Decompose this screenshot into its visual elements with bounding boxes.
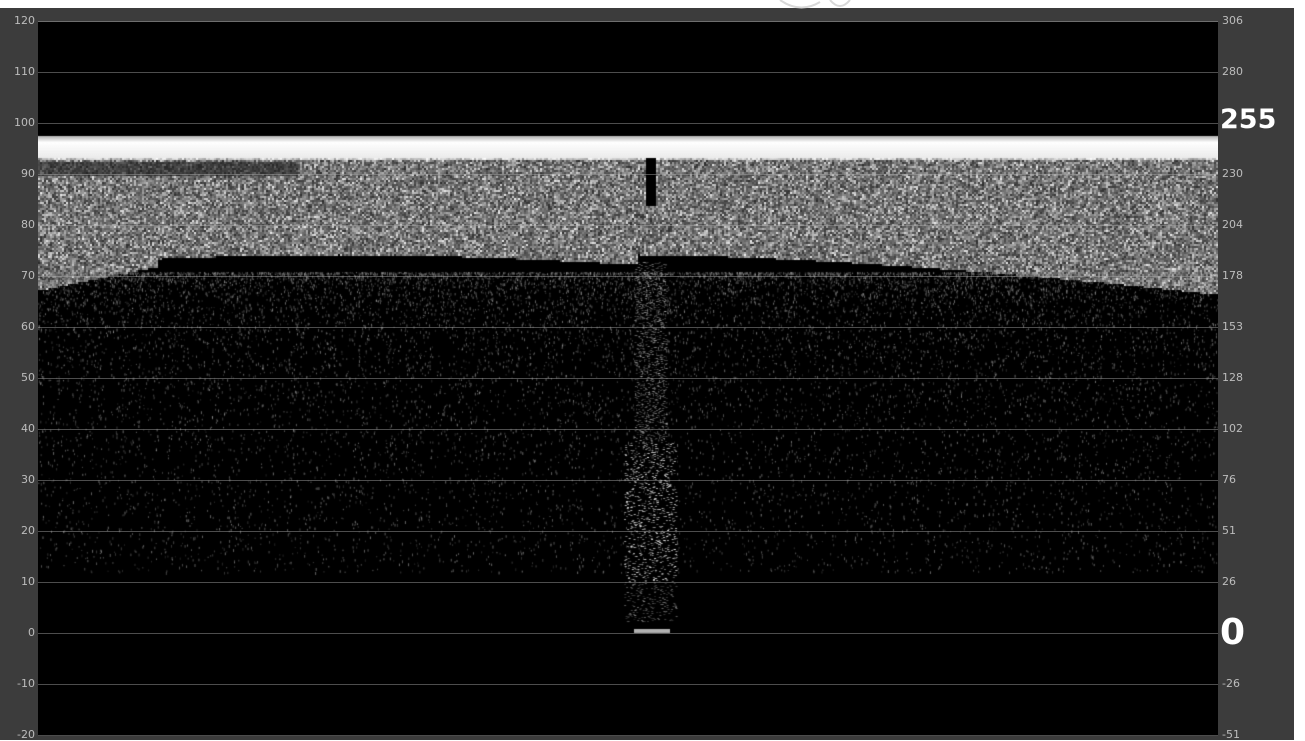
left-tick-label: 80	[21, 218, 35, 231]
left-tick-label: 50	[21, 371, 35, 384]
gridline	[38, 72, 1218, 73]
right-tick-label: 204	[1222, 218, 1243, 231]
right-tick-label: 128	[1222, 371, 1243, 384]
left-tick-label: -10	[17, 677, 35, 690]
left-tick-label: 110	[14, 65, 35, 78]
gridline	[38, 735, 1218, 736]
gridline	[38, 123, 1218, 124]
watermark-icon	[779, 0, 851, 9]
gridline	[38, 378, 1218, 379]
right-tick-label: 76	[1222, 473, 1236, 486]
left-tick-label: 40	[21, 422, 35, 435]
left-tick-label: 70	[21, 269, 35, 282]
gridline	[38, 531, 1218, 532]
left-tick-label: -20	[17, 728, 35, 741]
right-tick-label: 230	[1222, 167, 1243, 180]
left-tick-label: 90	[21, 167, 35, 180]
gridline	[38, 633, 1218, 634]
left-tick-label: 60	[21, 320, 35, 333]
right-tick-label: -51	[1222, 728, 1240, 741]
left-tick-label: 10	[21, 575, 35, 588]
gridline	[38, 21, 1218, 22]
right-tick-label: 51	[1222, 524, 1236, 537]
gridline	[38, 582, 1218, 583]
gridline	[38, 174, 1218, 175]
right-tick-label: 102	[1222, 422, 1243, 435]
right-tick-label: -26	[1222, 677, 1240, 690]
gridline	[38, 276, 1218, 277]
right-tick-label: 306	[1222, 14, 1243, 27]
left-tick-label: 0	[28, 626, 35, 639]
gridline	[38, 225, 1218, 226]
waveform-display[interactable]	[38, 22, 1218, 736]
left-tick-label: 120	[14, 14, 35, 27]
gridline	[38, 684, 1218, 685]
right-tick-label: 178	[1222, 269, 1243, 282]
gridline	[38, 327, 1218, 328]
left-tick-label: 20	[21, 524, 35, 537]
right-tick-label: 153	[1222, 320, 1243, 333]
gridline	[38, 429, 1218, 430]
right-tick-label: 26	[1222, 575, 1236, 588]
right-tick-label: 280	[1222, 65, 1243, 78]
left-tick-label: 100	[14, 116, 35, 129]
label-255: 255	[1220, 104, 1277, 135]
gridline	[38, 480, 1218, 481]
left-tick-label: 30	[21, 473, 35, 486]
waveform-trace	[38, 22, 1218, 736]
label-0: 0	[1220, 612, 1246, 653]
